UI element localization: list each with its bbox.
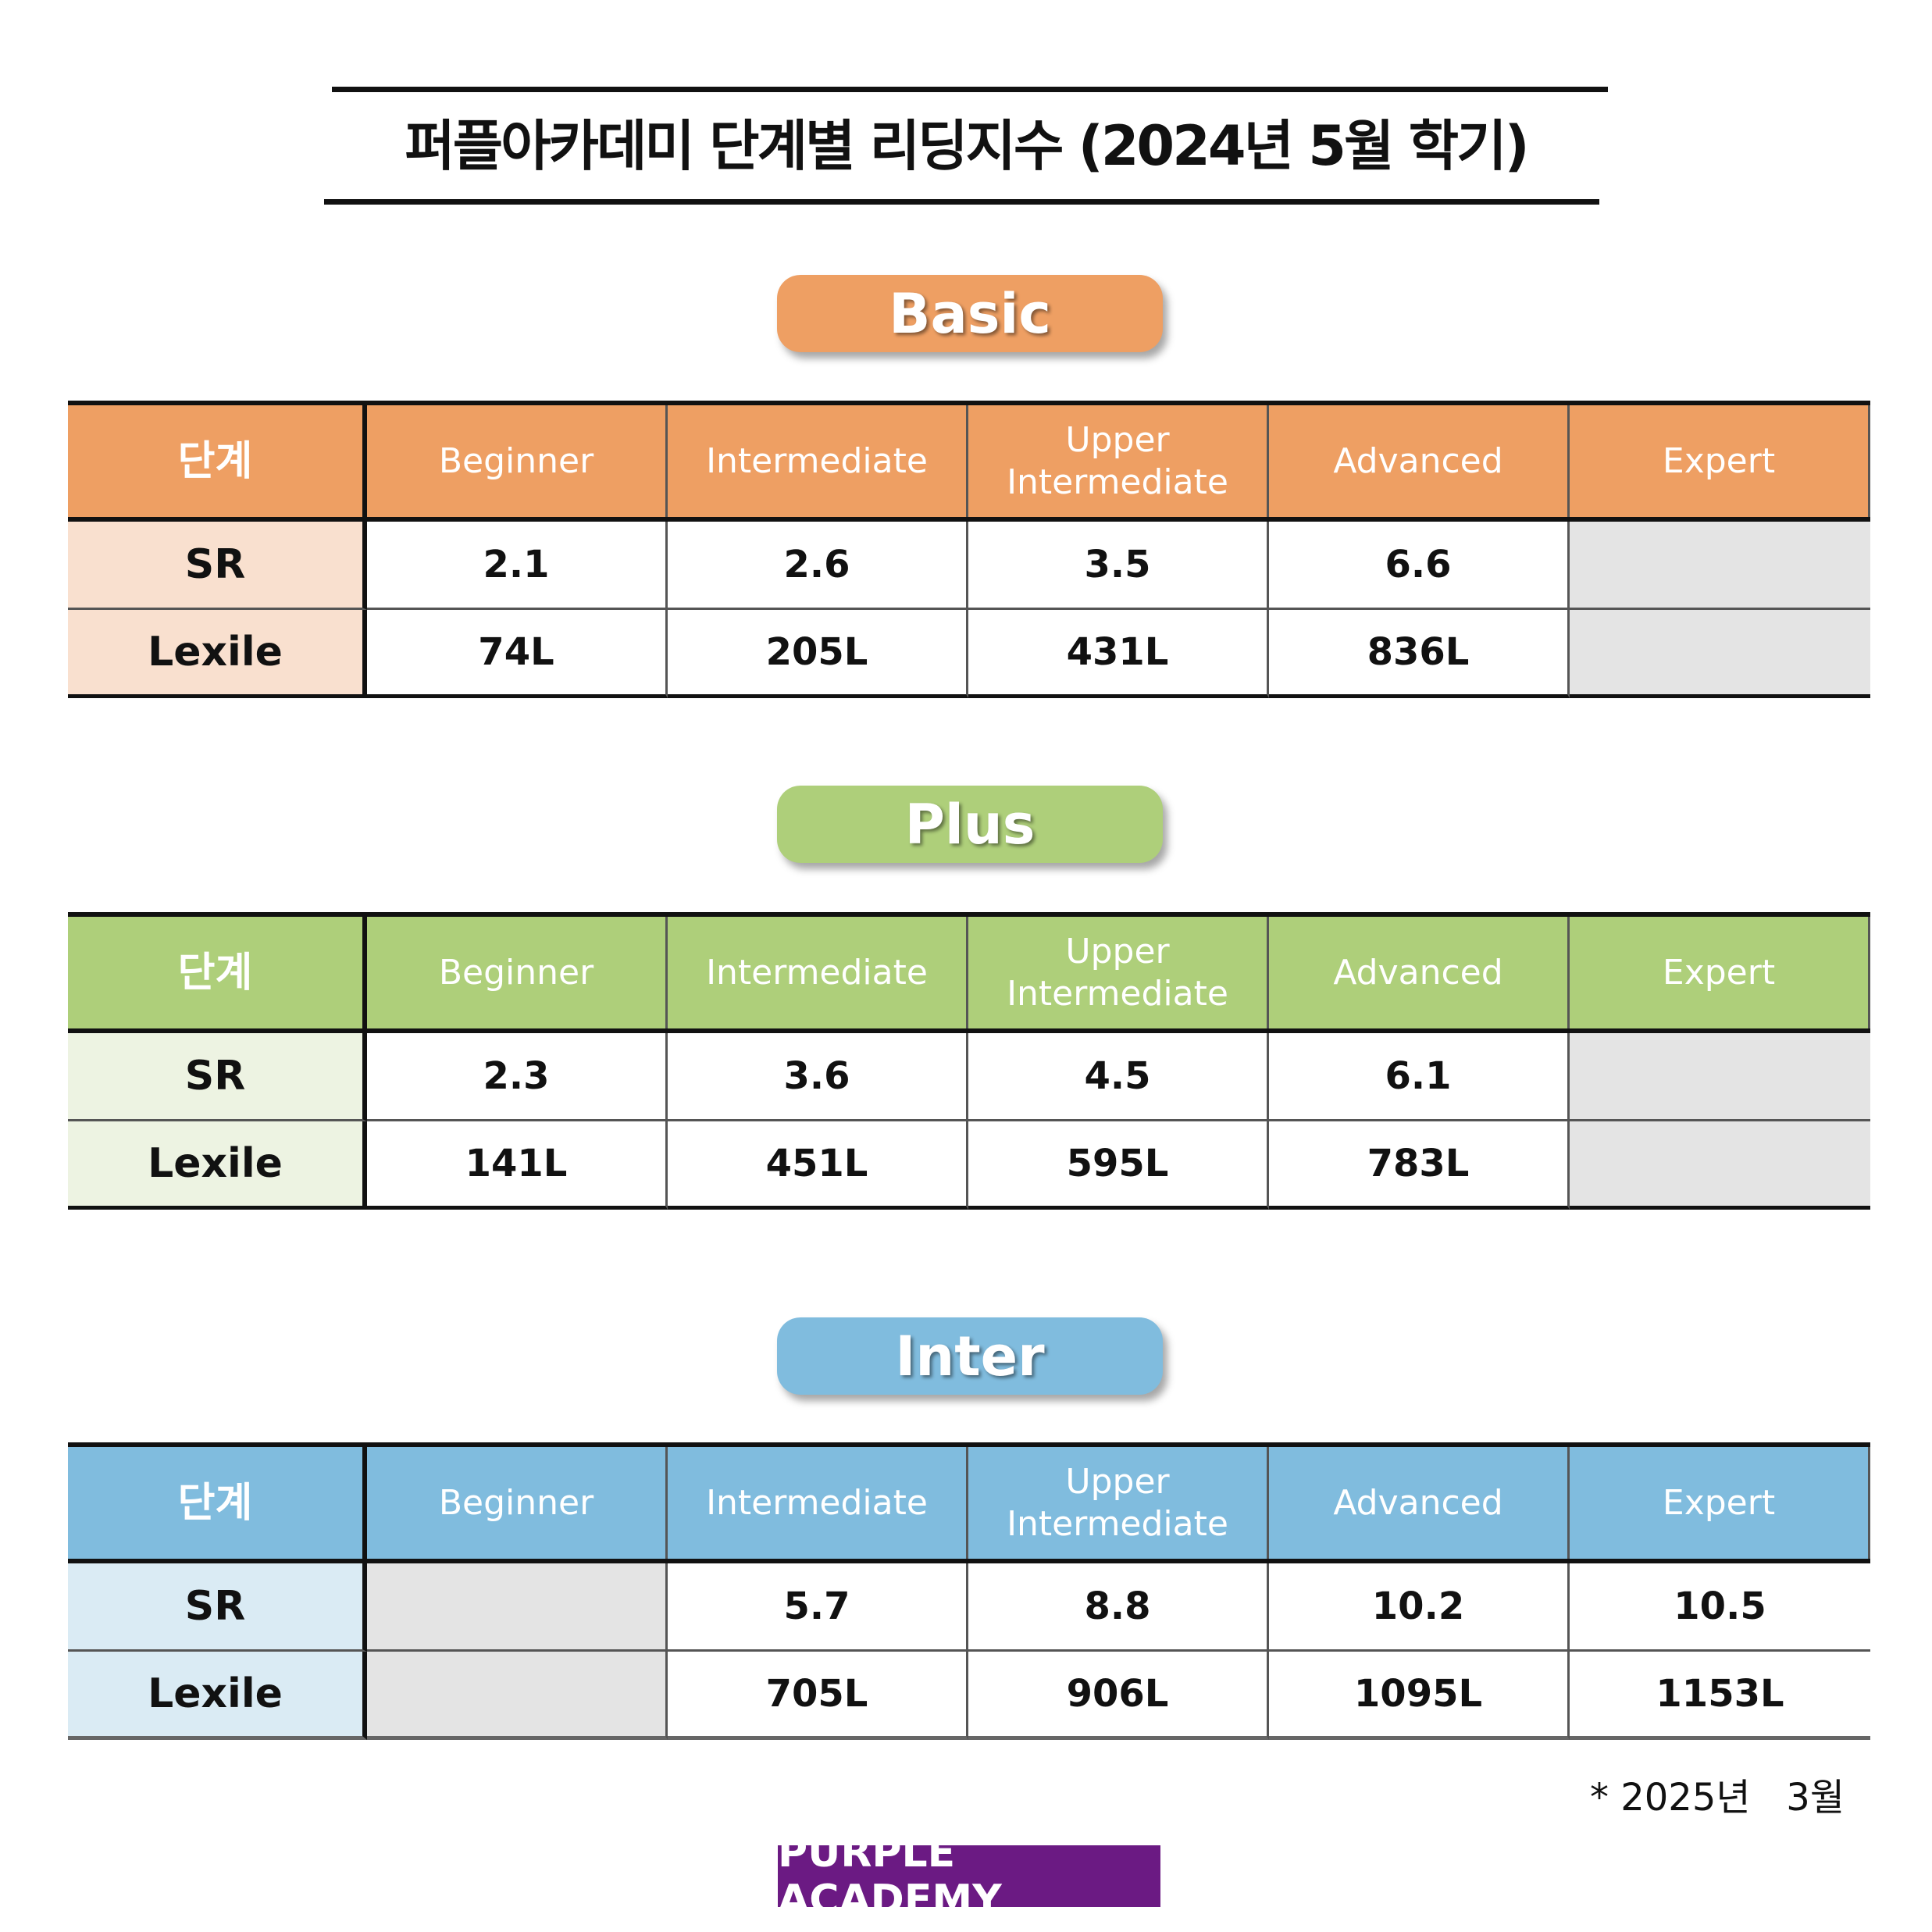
- value-cell: 10.5: [1570, 1563, 1870, 1652]
- value-cell: 783L: [1269, 1121, 1570, 1210]
- column-header: 단계: [68, 917, 367, 1031]
- value-cell: 451L: [668, 1121, 968, 1210]
- footnote: * 2025년 3월: [1589, 1776, 1845, 1820]
- value-cell: 2.1: [367, 522, 668, 610]
- value-cell: 3.5: [968, 522, 1269, 610]
- value-cell: 141L: [367, 1121, 668, 1210]
- empty-cell: [1570, 610, 1870, 698]
- title: 퍼플아카데미 단계별 리딩지수 (2024년 5월 학기): [405, 114, 1529, 178]
- value-cell: 6.6: [1269, 522, 1570, 610]
- empty-cell: [367, 1652, 668, 1740]
- section-label: Basic: [777, 275, 1163, 352]
- column-header: 단계: [68, 1447, 367, 1561]
- column-header: Upper Intermediate: [968, 1447, 1269, 1561]
- table-top-rule: [68, 912, 1870, 917]
- column-header: Expert: [1570, 405, 1870, 519]
- column-header: Expert: [1570, 1447, 1870, 1561]
- column-header: Advanced: [1269, 917, 1570, 1031]
- table-top-rule: [68, 1442, 1870, 1447]
- row-header: SR: [68, 1033, 367, 1121]
- table-top-rule: [68, 401, 1870, 405]
- value-cell: 1095L: [1269, 1652, 1570, 1740]
- header-rule: [68, 1028, 1870, 1033]
- header-rule: [68, 517, 1870, 522]
- empty-cell: [1570, 522, 1870, 610]
- column-header: Upper Intermediate: [968, 405, 1269, 519]
- value-cell: 836L: [1269, 610, 1570, 698]
- column-header: Advanced: [1269, 405, 1570, 519]
- value-cell: 431L: [968, 610, 1269, 698]
- value-cell: 906L: [968, 1652, 1269, 1740]
- column-header: Beginner: [367, 405, 668, 519]
- value-cell: 2.6: [668, 522, 968, 610]
- title-rule-bottom: [324, 199, 1599, 205]
- value-cell: 1153L: [1570, 1652, 1870, 1740]
- column-header: Intermediate: [668, 1447, 968, 1561]
- column-header: Expert: [1570, 917, 1870, 1031]
- header-rule: [68, 1559, 1870, 1563]
- column-header: Intermediate: [668, 405, 968, 519]
- row-header: SR: [68, 1563, 367, 1652]
- value-cell: 10.2: [1269, 1563, 1570, 1652]
- value-cell: 205L: [668, 610, 968, 698]
- column-header: Beginner: [367, 917, 668, 1031]
- value-cell: 3.6: [668, 1033, 968, 1121]
- column-header: Beginner: [367, 1447, 668, 1561]
- value-cell: 595L: [968, 1121, 1269, 1210]
- row-header: SR: [68, 522, 367, 610]
- row-header: Lexile: [68, 1652, 367, 1740]
- row-header: Lexile: [68, 1121, 367, 1210]
- value-cell: 2.3: [367, 1033, 668, 1121]
- empty-cell: [367, 1563, 668, 1652]
- column-header: Upper Intermediate: [968, 917, 1269, 1031]
- value-cell: 74L: [367, 610, 668, 698]
- value-cell: 4.5: [968, 1033, 1269, 1121]
- value-cell: 5.7: [668, 1563, 968, 1652]
- column-header: 단계: [68, 405, 367, 519]
- title-rule-top: [332, 87, 1608, 92]
- empty-cell: [1570, 1121, 1870, 1210]
- section-label: Plus: [777, 786, 1163, 863]
- section-label: Inter: [777, 1317, 1163, 1395]
- value-cell: 6.1: [1269, 1033, 1570, 1121]
- value-cell: 8.8: [968, 1563, 1269, 1652]
- column-header: Intermediate: [668, 917, 968, 1031]
- value-cell: 705L: [668, 1652, 968, 1740]
- column-header: Advanced: [1269, 1447, 1570, 1561]
- empty-cell: [1570, 1033, 1870, 1121]
- row-header: Lexile: [68, 610, 367, 698]
- brand: PURPLE ACADEMY: [778, 1830, 1160, 1923]
